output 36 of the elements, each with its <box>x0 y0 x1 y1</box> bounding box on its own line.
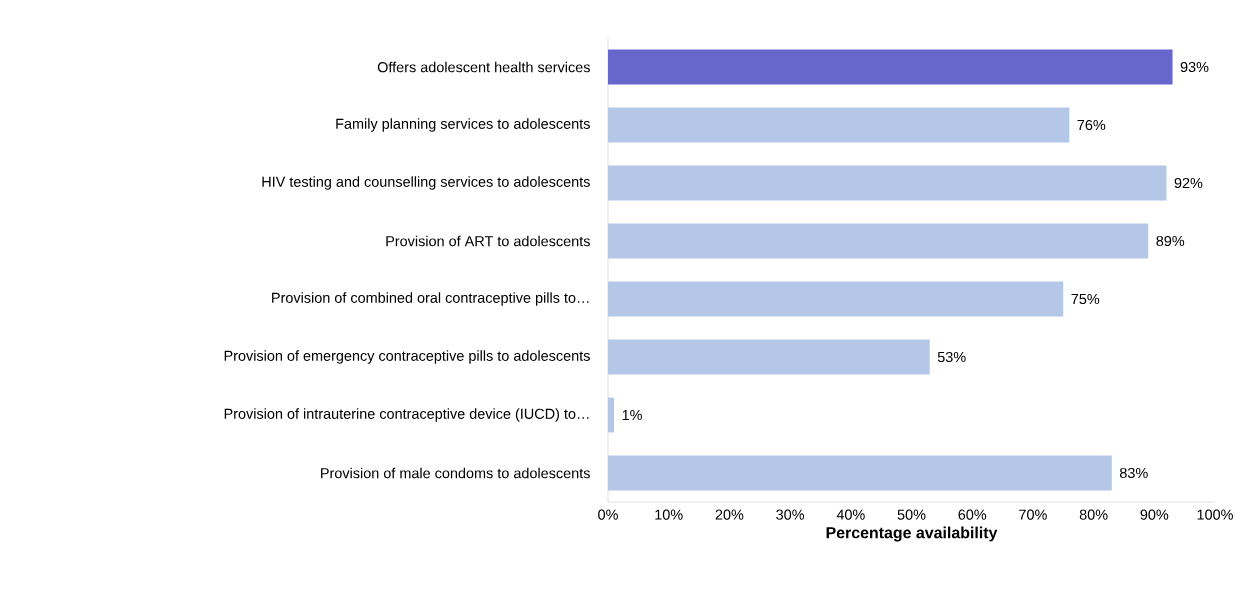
x-tick-label: 80% <box>1079 509 1108 520</box>
x-tick-label: 40% <box>836 509 865 520</box>
bar <box>608 107 1070 143</box>
data-label: 93% <box>1180 61 1209 73</box>
x-tick-label: 50% <box>897 509 926 520</box>
x-tick-label: 10% <box>655 509 683 520</box>
bar <box>608 165 1167 201</box>
bar <box>608 281 1064 317</box>
bar <box>608 397 615 433</box>
bar <box>608 49 1173 85</box>
y-tick-label: Provision of male condoms to adolescents <box>321 467 590 479</box>
data-label: 76% <box>1077 119 1106 131</box>
data-label: 1% <box>622 409 642 421</box>
y-tick-label: HIV testing and counselling services to adolescents <box>262 176 590 190</box>
data-label: 83% <box>1119 467 1148 479</box>
y-tick-label: Family planning services to adolescents <box>336 118 590 132</box>
x-tick-label: 100% <box>1197 509 1233 520</box>
data-label: 75% <box>1071 293 1100 305</box>
x-tick-label: 20% <box>715 509 744 520</box>
x-tick-label: 60% <box>958 509 987 520</box>
x-axis-title: Percentage availability <box>826 526 998 542</box>
y-tick-label: Provision of combined oral contraceptive pills to… <box>272 292 589 306</box>
y-tick-label: Offers adolescent health services <box>377 61 590 73</box>
x-tick-label: 30% <box>776 509 805 520</box>
bar <box>608 455 1112 491</box>
x-tick-label: 0% <box>598 509 618 520</box>
y-tick-label: Provision of emergency contraceptive pills to adolescents <box>224 350 590 364</box>
y-tick-label: Provision of ART to adolescents <box>386 235 590 247</box>
data-label: 53% <box>937 351 966 363</box>
bar <box>608 223 1149 259</box>
data-label: 92% <box>1174 177 1203 189</box>
x-tick-label: 90% <box>1140 509 1169 520</box>
y-tick-label: Provision of intrauterine contraceptive device (IUCD) to… <box>224 408 589 422</box>
data-label: 89% <box>1156 235 1185 247</box>
x-tick-label: 70% <box>1019 509 1047 520</box>
bar <box>608 339 930 375</box>
